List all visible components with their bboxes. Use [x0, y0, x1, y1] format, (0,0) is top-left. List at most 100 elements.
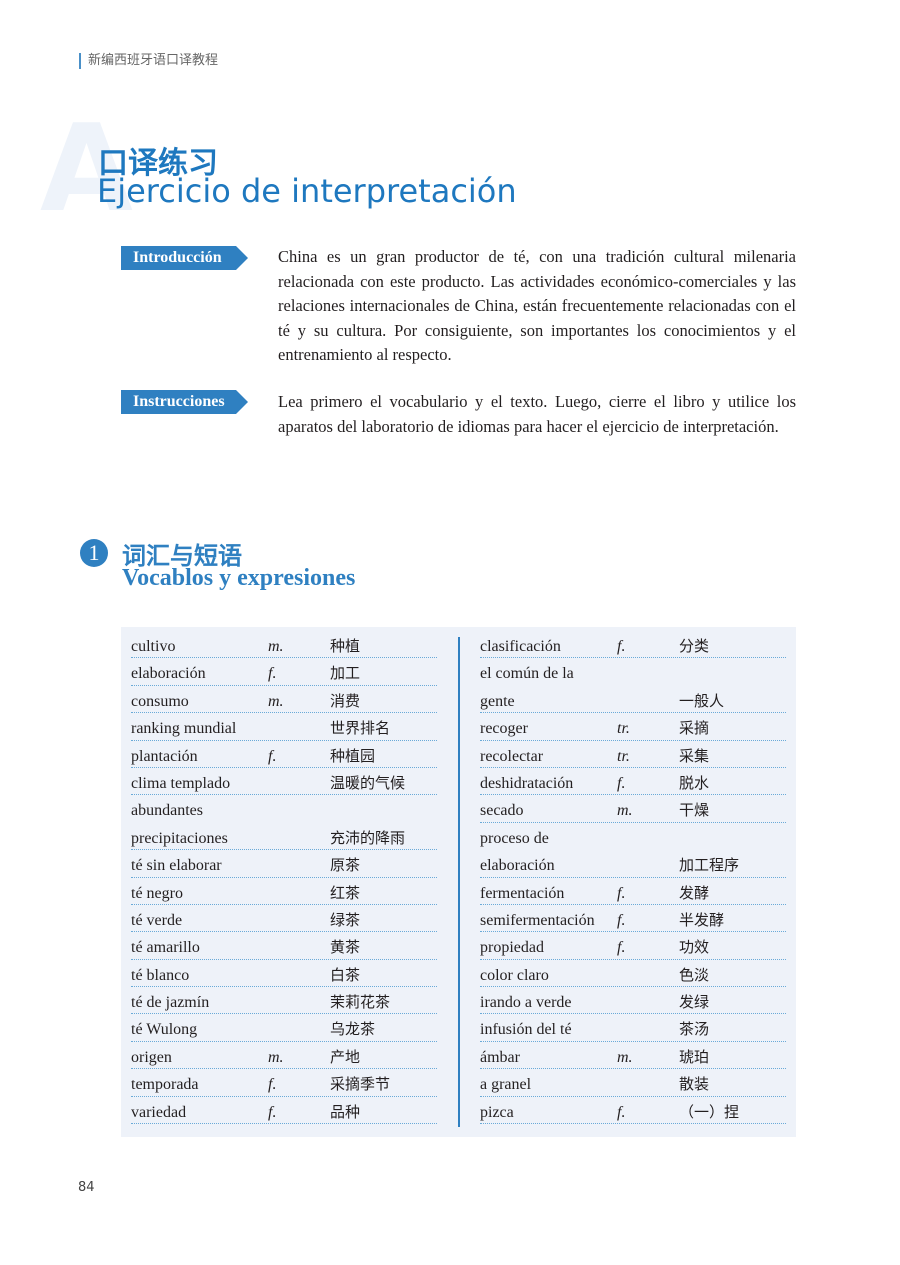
vocab-translation: 功效: [679, 938, 710, 957]
vocab-term: el común de la: [480, 665, 574, 683]
vocab-entry: pizca f. （一）捏: [480, 1097, 786, 1125]
vocab-gender: f.: [617, 774, 626, 792]
vocab-translation: 黄茶: [330, 938, 361, 957]
vocab-translation: 乌龙茶: [330, 1020, 376, 1039]
vocab-gender: f.: [617, 911, 626, 929]
vocab-translation: 色淡: [679, 965, 710, 984]
vocab-term: propiedad: [480, 939, 544, 957]
vocab-entry: recoger tr. 采摘: [480, 713, 786, 741]
vocab-entry: cultivo m. 种植: [131, 631, 437, 659]
vocab-translation: 采摘季节: [330, 1075, 391, 1094]
vocab-entry: elaboración f. 加工: [131, 658, 437, 686]
vocab-term: té verde: [131, 911, 183, 929]
vocab-entry: temporada f. 采摘季节: [131, 1069, 437, 1097]
vocab-entry: té sin elaborar 原茶: [131, 850, 437, 878]
vocab-entry: gente 一般人: [480, 686, 786, 714]
vocab-gender: m.: [268, 692, 284, 710]
vocab-gender: f.: [268, 665, 277, 683]
vocab-translation: 采摘: [679, 719, 710, 738]
vocab-translation: 茉莉花茶: [330, 993, 391, 1012]
vocab-gender: m.: [617, 802, 633, 820]
vocab-translation: 白茶: [330, 965, 361, 984]
vocab-translation: 琥珀: [679, 1047, 710, 1066]
vocab-entry: secado m. 干燥: [480, 795, 786, 823]
vocab-term: té sin elaborar: [131, 857, 222, 875]
vocab-term: irando a verde: [480, 994, 572, 1012]
vocab-translation: 品种: [330, 1102, 361, 1121]
vocab-entry: semifermentación f. 半发酵: [480, 905, 786, 933]
vocab-translation: 种植园: [330, 746, 376, 765]
vocab-term: pizca: [480, 1103, 514, 1121]
vocabulary-column-right: clasificación f. 分类 el común de la gente 一般人 r…: [480, 631, 786, 1125]
vocab-term: té Wulong: [131, 1021, 198, 1039]
vocab-term: té de jazmín: [131, 994, 210, 1012]
vocab-term: clasificación: [480, 638, 561, 655]
subsection-title-es: Vocablos y expresiones: [122, 565, 356, 591]
vocab-gender: f.: [617, 1103, 626, 1121]
vocab-entry: consumo m. 消费: [131, 686, 437, 714]
vocab-translation: 种植: [330, 637, 361, 655]
running-title: 新编西班牙语口译教程: [79, 53, 218, 69]
section-title-es: Ejercicio de interpretación: [97, 172, 517, 210]
vocab-term: plantación: [131, 747, 198, 765]
subsection-number-badge: 1: [80, 539, 108, 567]
vocab-entry: té negro 红茶: [131, 878, 437, 905]
vocab-translation: 温暖的气候: [330, 773, 406, 792]
vocab-entry: té Wulong 乌龙茶: [131, 1014, 437, 1042]
vocab-entry: origen m. 产地: [131, 1042, 437, 1070]
vocab-term: a granel: [480, 1076, 532, 1094]
vocab-translation: 消费: [330, 691, 361, 710]
vocab-term: té blanco: [131, 966, 190, 984]
vocab-term: ámbar: [480, 1048, 520, 1066]
vocab-gender: m.: [268, 638, 284, 655]
vocab-translation: 散装: [679, 1075, 710, 1094]
vocab-entry: variedad f. 品种: [131, 1097, 437, 1125]
vocab-gender: m.: [617, 1048, 633, 1066]
vocab-term: elaboración: [131, 665, 206, 683]
vocab-term: proceso de: [480, 829, 549, 847]
vocab-gender: f.: [617, 939, 626, 957]
vocab-entry: color claro 色淡: [480, 960, 786, 988]
vocab-translation: 采集: [679, 746, 710, 765]
vocab-term: té negro: [131, 884, 183, 902]
vocab-entry: propiedad f. 功效: [480, 932, 786, 960]
introduction-text: China es un gran productor de té, con un…: [278, 247, 796, 364]
vocab-term: consumo: [131, 692, 189, 710]
section-title-zh: 口译练习: [98, 146, 218, 181]
vocab-term: precipitaciones: [131, 829, 228, 847]
vocab-entry: clasificación f. 分类: [480, 631, 786, 659]
page-number: 84: [78, 1180, 95, 1195]
section-letter-watermark: A: [40, 100, 133, 239]
vocabulary-table: cultivo m. 种植 elaboración f. 加工 consumo m. 消费 ran…: [121, 627, 796, 1137]
vocabulary-column-left: cultivo m. 种植 elaboración f. 加工 consumo m. 消费 ran…: [131, 631, 437, 1125]
vocab-entry: precipitaciones 充沛的降雨: [131, 823, 437, 851]
vocab-translation: 原茶: [330, 856, 361, 875]
vocab-entry: irando a verde 发绿: [480, 987, 786, 1015]
vocab-term: recolectar: [480, 747, 544, 765]
instructions-tag: Instrucciones: [121, 390, 248, 414]
vocab-term: té amarillo: [131, 939, 200, 957]
vocab-translation: 绿茶: [330, 910, 361, 929]
vocab-translation: 加工程序: [679, 856, 740, 875]
column-divider: [458, 637, 460, 1127]
vocab-entry: proceso de: [480, 823, 786, 850]
vocab-entry: clima templado 温暖的气候: [131, 768, 437, 796]
vocab-gender: f.: [268, 1103, 277, 1121]
vocab-term: clima templado: [131, 774, 231, 792]
vocab-translation: 红茶: [330, 883, 361, 902]
vocab-entry: el común de la: [480, 658, 786, 685]
introduction-tag: Introducción: [121, 246, 248, 270]
vocab-entry: plantación f. 种植园: [131, 741, 437, 768]
vocab-translation: 半发酵: [679, 910, 725, 929]
vocab-translation: 加工: [330, 664, 361, 683]
vocab-translation: 充沛的降雨: [330, 828, 406, 847]
vocab-term: semifermentación: [480, 911, 595, 929]
vocab-entry: deshidratación f. 脱水: [480, 768, 786, 796]
vocab-entry: té verde 绿茶: [131, 905, 437, 933]
vocab-term: color claro: [480, 966, 549, 984]
vocab-translation: 世界排名: [330, 719, 391, 738]
vocab-term: gente: [480, 692, 515, 710]
vocab-entry: abundantes: [131, 795, 437, 822]
vocab-entry: infusión del té 茶汤: [480, 1014, 786, 1042]
